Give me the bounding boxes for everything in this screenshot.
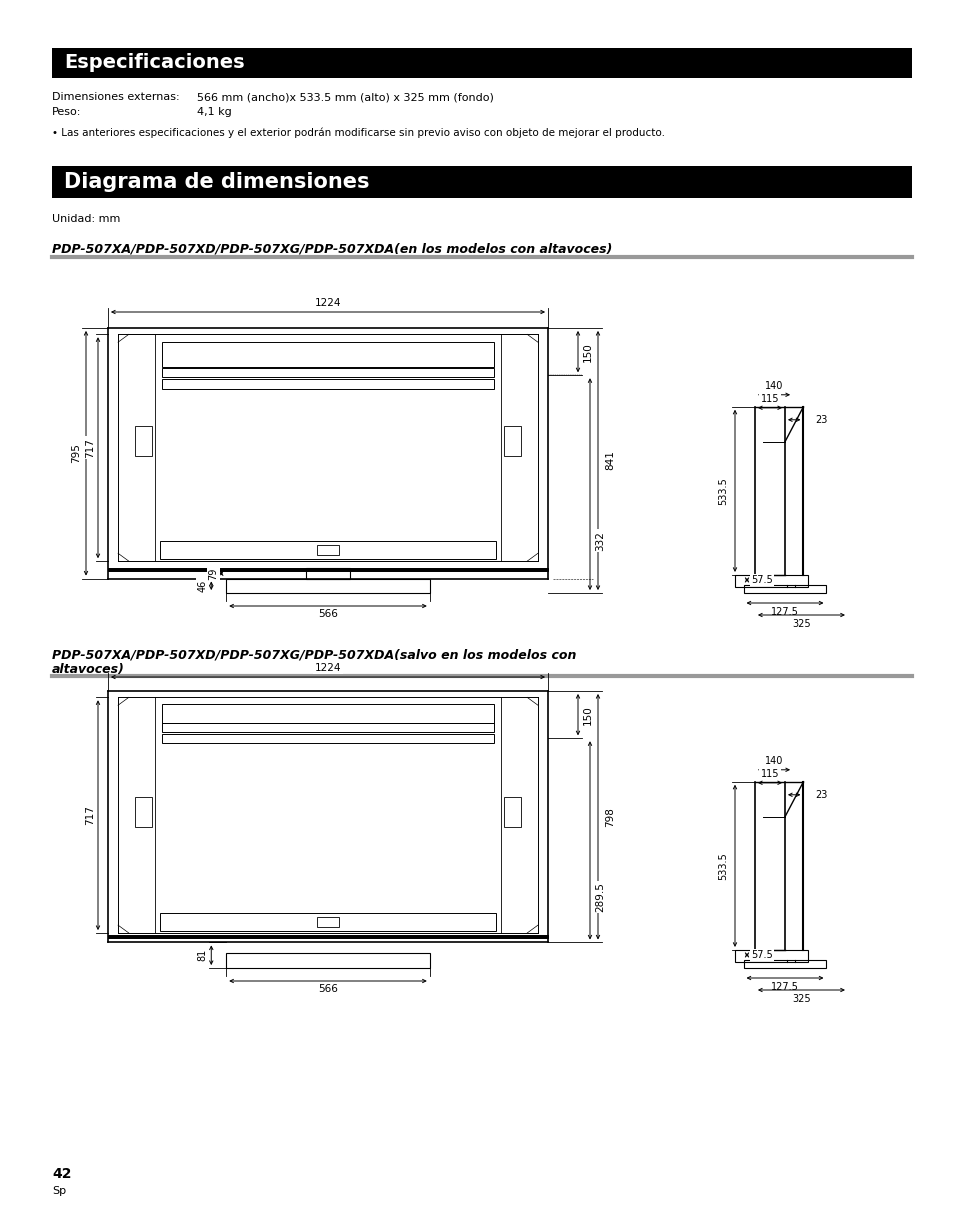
Bar xyxy=(162,734,494,742)
Text: 841: 841 xyxy=(604,450,615,470)
Text: 325: 325 xyxy=(791,994,810,1004)
Text: 115: 115 xyxy=(760,769,779,779)
Text: 566: 566 xyxy=(317,609,337,619)
Bar xyxy=(160,541,496,558)
Bar xyxy=(226,953,429,968)
Text: Sp: Sp xyxy=(52,1186,66,1196)
Text: 42: 42 xyxy=(52,1167,71,1181)
Bar xyxy=(734,575,807,587)
Bar xyxy=(504,797,520,827)
Bar xyxy=(317,545,338,555)
Text: 717: 717 xyxy=(85,438,95,458)
Bar xyxy=(162,343,494,367)
Text: 533.5: 533.5 xyxy=(718,853,727,879)
Bar xyxy=(317,917,338,926)
Text: 1224: 1224 xyxy=(314,664,341,673)
Bar xyxy=(162,368,494,378)
Text: 46: 46 xyxy=(197,580,207,592)
Bar xyxy=(162,704,494,723)
Text: 4,1 kg: 4,1 kg xyxy=(196,107,232,117)
Text: Diagrama de dimensiones: Diagrama de dimensiones xyxy=(64,172,369,193)
Bar xyxy=(160,913,496,931)
Text: 798: 798 xyxy=(604,807,615,827)
Text: 79: 79 xyxy=(208,567,218,580)
Text: PDP-507XA/PDP-507XD/PDP-507XG/PDP-507XDA(en los modelos con altavoces): PDP-507XA/PDP-507XD/PDP-507XG/PDP-507XDA… xyxy=(52,242,612,256)
Bar xyxy=(734,949,807,962)
Bar xyxy=(52,48,911,78)
Text: 57.5: 57.5 xyxy=(750,949,772,960)
Text: 289.5: 289.5 xyxy=(595,882,604,912)
Bar xyxy=(504,426,520,457)
Text: 127.5: 127.5 xyxy=(770,607,798,616)
Text: • Las anteriores especificaciones y el exterior podrán modificarse sin previo av: • Las anteriores especificaciones y el e… xyxy=(52,127,664,138)
Bar xyxy=(135,797,152,827)
Text: 57.5: 57.5 xyxy=(750,575,772,585)
Text: 717: 717 xyxy=(85,805,95,825)
Text: 533.5: 533.5 xyxy=(718,477,727,505)
Bar xyxy=(108,935,547,937)
Text: 325: 325 xyxy=(791,619,810,629)
Bar xyxy=(742,585,825,593)
Text: 332: 332 xyxy=(595,530,604,551)
Text: 23: 23 xyxy=(815,790,827,799)
Text: 1224: 1224 xyxy=(314,298,341,308)
Text: 81: 81 xyxy=(197,949,207,962)
Text: 150: 150 xyxy=(582,705,593,724)
Text: 795: 795 xyxy=(71,443,81,463)
Text: Unidad: mm: Unidad: mm xyxy=(52,214,120,224)
Bar xyxy=(108,568,547,570)
Text: 566 mm (ancho)x 533.5 mm (alto) x 325 mm (fondo): 566 mm (ancho)x 533.5 mm (alto) x 325 mm… xyxy=(196,92,494,102)
Bar xyxy=(226,579,429,593)
Text: Especificaciones: Especificaciones xyxy=(64,53,244,73)
Text: PDP-507XA/PDP-507XD/PDP-507XG/PDP-507XDA(salvo en los modelos con
altavoces): PDP-507XA/PDP-507XD/PDP-507XG/PDP-507XDA… xyxy=(52,648,576,676)
Text: 566: 566 xyxy=(317,985,337,994)
Bar xyxy=(135,426,152,457)
Bar xyxy=(306,568,349,579)
Bar xyxy=(162,379,494,389)
Text: Dimensiones externas:: Dimensiones externas: xyxy=(52,92,179,102)
Text: 23: 23 xyxy=(815,415,827,425)
Bar xyxy=(162,723,494,731)
Bar xyxy=(52,166,911,199)
Text: 140: 140 xyxy=(764,380,782,391)
Text: 115: 115 xyxy=(760,394,779,403)
Bar xyxy=(742,960,825,968)
Text: 150: 150 xyxy=(582,342,593,362)
Text: 127.5: 127.5 xyxy=(770,982,798,992)
Text: 140: 140 xyxy=(764,756,782,765)
Text: Peso:: Peso: xyxy=(52,107,81,117)
